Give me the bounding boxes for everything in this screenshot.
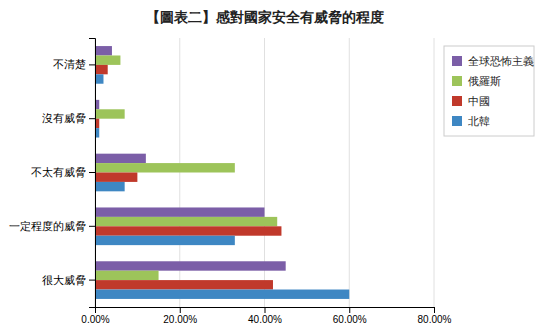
bar (95, 109, 125, 118)
tick-label: 0.00% (81, 314, 109, 325)
tick: 20.00% (163, 307, 197, 325)
legend-swatch (452, 76, 462, 86)
legend-label: 俄羅斯 (468, 75, 501, 88)
bar (95, 46, 112, 55)
bar (95, 65, 108, 74)
tick-mark (89, 118, 95, 119)
axis-line (96, 308, 435, 314)
legend-swatch (452, 116, 462, 126)
tick-label: 60.00% (333, 314, 367, 325)
legend-swatch (452, 56, 462, 66)
tick-label: 沒有威脅 (42, 112, 86, 124)
tick: 不太有威脅 (31, 166, 95, 178)
tick-mark (89, 64, 95, 65)
tick-label: 20.00% (163, 314, 197, 325)
tick: 很大威脅 (42, 274, 95, 286)
bar (95, 226, 281, 235)
legend-item: 北韓 (452, 115, 490, 128)
tick-label: 40.00% (248, 314, 282, 325)
legend-label: 全球恐怖主義 (468, 55, 534, 68)
tick-label: 不清楚 (53, 58, 86, 70)
bar (95, 236, 235, 245)
tick-label: 80.00% (418, 314, 452, 325)
tick: 40.00% (248, 307, 282, 325)
legend-item: 全球恐怖主義 (452, 55, 534, 68)
tick: 80.00% (418, 307, 452, 325)
bar (95, 290, 349, 299)
title: 【圖表二】感對國家安全有威脅的程度 (146, 9, 384, 25)
bar-series (95, 55, 277, 280)
legend-swatch (452, 96, 462, 106)
bar (95, 217, 277, 226)
legend-label: 中國 (468, 95, 490, 108)
bar (95, 207, 265, 216)
tick-mark (349, 307, 350, 313)
tick-mark (89, 280, 95, 281)
axis-line (89, 39, 96, 308)
bar (95, 280, 273, 289)
bar (95, 261, 286, 270)
tick-mark (180, 307, 181, 313)
chart: 【圖表二】感對國家安全有威脅的程度 0.00% 20.00% 40.00% 60.00%… (0, 0, 554, 335)
legend-label: 北韓 (468, 115, 490, 128)
bars (95, 46, 349, 299)
tick-mark (89, 226, 95, 227)
bar (95, 163, 235, 172)
bar-series (95, 46, 286, 271)
bar (95, 173, 137, 182)
bar-series (95, 65, 281, 290)
tick-mark (265, 307, 266, 313)
bar (95, 271, 159, 280)
tick: 沒有威脅 (42, 112, 95, 124)
legend-item: 中國 (452, 95, 490, 108)
bar (95, 154, 146, 163)
tick: 0.00% (81, 307, 109, 325)
legend-item: 俄羅斯 (452, 75, 501, 88)
tick: 不清楚 (53, 58, 95, 70)
bar (95, 55, 120, 64)
y-axis: 很大威脅 一定程度的威脅 不太有威脅 沒有威脅 不清楚 (9, 39, 96, 308)
legend: 全球恐怖主義俄羅斯中國北韓 (444, 46, 534, 136)
bar (95, 74, 103, 83)
grid (95, 38, 434, 307)
bar (95, 182, 125, 191)
plot: 0.00% 20.00% 40.00% 60.00% 80.00% 很大威脅 一定程度的威脅… (9, 38, 452, 325)
tick-mark (89, 172, 95, 173)
tick-label: 一定程度的威脅 (9, 220, 86, 232)
tick: 60.00% (333, 307, 367, 325)
grid-line (349, 38, 350, 307)
tick-mark (434, 307, 435, 313)
grid-line (434, 38, 435, 307)
tick-label: 不太有威脅 (31, 166, 86, 178)
legend-frame (444, 46, 534, 136)
tick-label: 很大威脅 (42, 274, 86, 286)
bar-series (95, 74, 349, 299)
x-axis: 0.00% 20.00% 40.00% 60.00% 80.00% (81, 307, 451, 325)
tick: 一定程度的威脅 (9, 220, 95, 232)
